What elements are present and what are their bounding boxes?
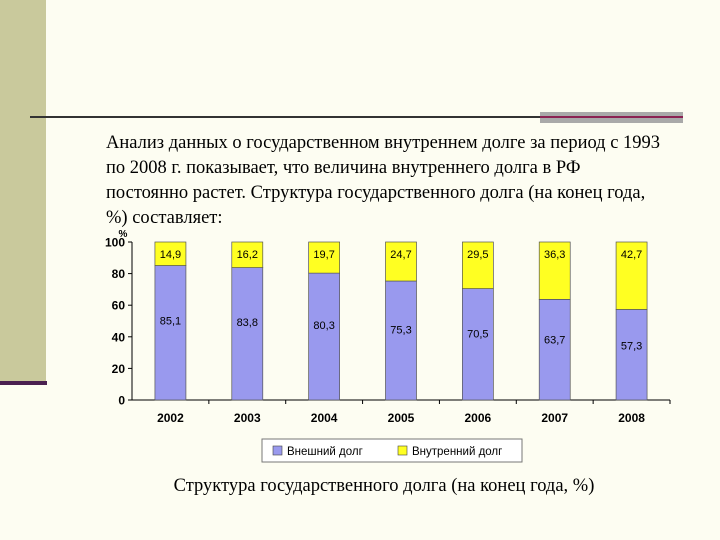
y-tick-label: 80 [112, 267, 126, 281]
legend-swatch-external [272, 445, 283, 456]
legend-label-external: Внешний долг [287, 446, 363, 458]
data-label-internal: 16,2 [237, 249, 258, 261]
y-tick-label: 20 [112, 362, 126, 376]
title-rule [30, 116, 540, 118]
data-label-external: 75,3 [390, 324, 411, 336]
bar-internal-debt [231, 241, 264, 268]
chart-caption: Структура государственного долга (на кон… [173, 476, 595, 496]
legend-swatch-internal [397, 445, 408, 456]
x-tick-label: 2004 [311, 411, 338, 425]
bar-internal-debt [154, 241, 187, 266]
x-tick-label: 2002 [157, 411, 184, 425]
bar-internal-debt [385, 241, 417, 282]
left-decor-bar [0, 0, 46, 383]
y-tick-label: 40 [112, 330, 126, 344]
data-label-internal: 42,7 [621, 249, 642, 261]
data-label-internal: 24,7 [390, 249, 411, 261]
left-decor-underline [0, 381, 47, 385]
data-label-external: 63,7 [544, 335, 565, 347]
x-tick-label: 2008 [618, 411, 645, 425]
data-label-internal: 14,9 [160, 249, 181, 261]
bar-external-debt [154, 265, 187, 401]
x-tick-label: 2006 [465, 411, 492, 425]
bar-external-debt [462, 288, 494, 401]
x-tick-label: 2003 [234, 411, 261, 425]
legend-box [261, 438, 523, 463]
data-label-external: 83,8 [237, 317, 258, 329]
data-label-internal: 29,5 [467, 249, 488, 261]
bar-external-debt [308, 272, 340, 401]
bar-internal-debt [462, 241, 494, 289]
bar-internal-debt [538, 241, 571, 300]
data-label-external: 80,3 [313, 320, 334, 332]
data-label-internal: 19,7 [313, 249, 334, 261]
bar-external-debt [385, 280, 417, 401]
data-label-internal: 36,3 [544, 249, 565, 261]
legend-label-internal: Внутренний долг [412, 446, 502, 458]
bar-external-debt [538, 299, 571, 401]
bar-internal-debt [615, 241, 648, 310]
y-axis-unit-label: % [119, 229, 128, 240]
x-tick-label: 2005 [388, 411, 415, 425]
bar-external-debt [231, 267, 264, 401]
bar-external-debt [615, 309, 648, 401]
y-tick-label: 100 [105, 236, 125, 250]
x-tick-label: 2007 [541, 411, 568, 425]
bar-internal-debt [308, 241, 340, 274]
debt-structure-chart: 0 20 40 60 80 100% 85,1 14,9 2002 83,8 16,2 2003 80,… [105, 229, 671, 463]
accent-block [540, 112, 683, 123]
intro-paragraph: Анализ данных о государственном внутренн… [106, 133, 661, 228]
data-label-external: 70,5 [467, 329, 488, 341]
data-label-external: 85,1 [160, 316, 181, 328]
y-tick-label: 60 [112, 299, 126, 313]
data-label-external: 57,3 [621, 340, 642, 352]
y-tick-label: 0 [118, 394, 125, 408]
